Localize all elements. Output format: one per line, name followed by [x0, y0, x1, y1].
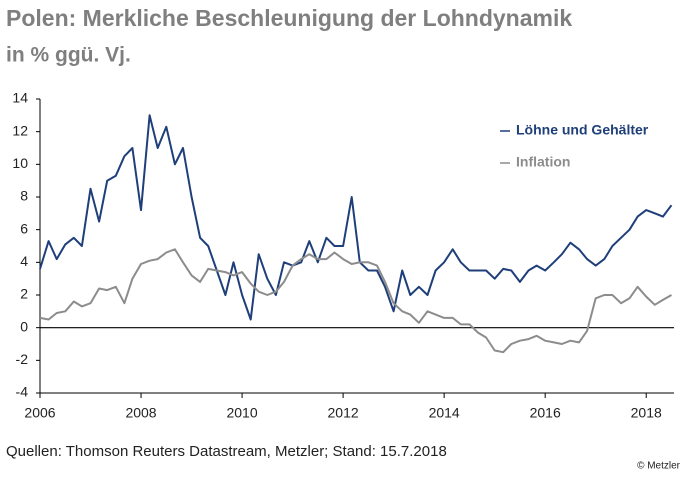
- x-tick-label: 2012: [328, 405, 359, 421]
- y-tick-label: 12: [12, 122, 28, 138]
- source-note: Quellen: Thomson Reuters Datastream, Met…: [6, 443, 447, 460]
- x-tick-label: 2016: [530, 405, 561, 421]
- x-tick-label: 2014: [429, 405, 460, 421]
- y-tick-label: 2: [20, 286, 28, 302]
- y-tick-label: 4: [20, 253, 28, 269]
- y-tick-label: 10: [12, 155, 28, 171]
- y-tick-label: -2: [16, 351, 29, 367]
- legend-label: Inflation: [516, 154, 570, 170]
- chart-title: Polen: Merkliche Beschleunigung der Lohn…: [6, 5, 572, 31]
- x-tick-label: 2018: [631, 405, 662, 421]
- y-tick-label: 6: [20, 220, 28, 236]
- copyright: © Metzler: [637, 461, 681, 472]
- y-tick-label: 0: [20, 318, 28, 334]
- y-tick-label: 14: [12, 90, 28, 106]
- x-tick-label: 2006: [24, 405, 55, 421]
- x-tick-label: 2010: [226, 405, 257, 421]
- legend-label: Löhne und Gehälter: [516, 122, 649, 138]
- data-line: [39, 114, 673, 321]
- data-line: [39, 248, 672, 354]
- y-tick-label: 8: [20, 188, 28, 204]
- y-tick-label: -4: [16, 384, 29, 400]
- x-tick-label: 2008: [125, 405, 156, 421]
- chart-subtitle: in % ggü. Vj.: [6, 44, 131, 67]
